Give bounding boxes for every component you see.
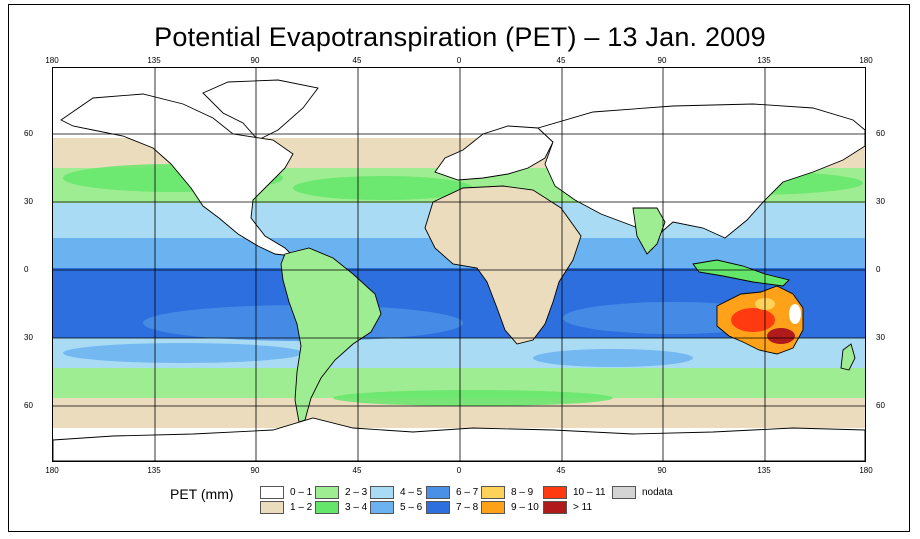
legend-title: PET (mm) <box>170 486 234 502</box>
legend-item: 10 – 11 <box>543 485 606 499</box>
lon-label-top: 0 <box>456 56 462 65</box>
legend-label: 3 – 4 <box>345 501 368 513</box>
lat-label-left: 60 <box>24 129 33 138</box>
legend-item: 2 – 3 <box>315 485 367 499</box>
patch-atlantic-green <box>293 176 473 200</box>
lon-label-bottom: 0 <box>456 466 462 475</box>
lon-label-bottom: 180 <box>859 466 873 475</box>
legend-item: 8 – 9 <box>481 485 533 499</box>
legend-label: 0 – 1 <box>290 486 313 498</box>
legend-swatch <box>370 485 394 499</box>
legend-swatch <box>260 485 284 499</box>
legend-swatch <box>543 485 567 499</box>
lat-label-right: 60 <box>876 129 885 138</box>
legend-swatch <box>612 485 636 499</box>
legend-swatch <box>543 500 567 514</box>
legend-swatch <box>315 500 339 514</box>
lon-label-bottom: 135 <box>147 466 161 475</box>
legend-item: 1 – 2 <box>260 500 312 514</box>
legend-item: > 11 <box>543 500 592 514</box>
lat-label-right: 30 <box>876 197 885 206</box>
queensland-cool <box>789 304 801 324</box>
lat-label-left: 30 <box>24 333 33 342</box>
lat-label-left: 0 <box>24 265 29 274</box>
lat-label-left: 30 <box>24 197 33 206</box>
patch-sp-light <box>63 343 303 363</box>
legend-label: 4 – 5 <box>400 486 423 498</box>
legend-item: nodata <box>612 485 673 499</box>
legend-swatch <box>481 500 505 514</box>
legend-swatch <box>315 485 339 499</box>
legend-swatch <box>426 485 450 499</box>
india <box>632 207 666 255</box>
lon-label-bottom: 45 <box>556 466 566 475</box>
lon-label-bottom: 90 <box>657 466 667 475</box>
hotspot-west <box>731 308 775 332</box>
pet-map-svg <box>53 68 865 461</box>
legend-item: 7 – 8 <box>426 500 478 514</box>
map-title: Potential Evapotranspiration (PET) – 13 … <box>154 22 766 52</box>
lon-label-top: 180 <box>45 56 59 65</box>
patch-so-green <box>333 390 613 406</box>
lat-label-left: 60 <box>24 401 33 410</box>
legend-swatch <box>260 500 284 514</box>
lon-label-top: 45 <box>352 56 362 65</box>
asia <box>537 103 865 239</box>
lon-label-top: 45 <box>556 56 566 65</box>
greenland <box>202 79 319 141</box>
graticule <box>53 68 865 461</box>
lon-label-bottom: 135 <box>757 466 771 475</box>
lon-label-top: 180 <box>859 56 873 65</box>
australia-hotspots <box>731 298 801 344</box>
legend-label: 10 – 11 <box>573 486 606 498</box>
legend-item: 3 – 4 <box>315 500 367 514</box>
legend-item: 9 – 10 <box>481 500 539 514</box>
legend-item: 5 – 6 <box>370 500 422 514</box>
africa <box>424 185 582 345</box>
lon-label-top: 135 <box>757 56 771 65</box>
legend-label: 2 – 3 <box>345 486 368 498</box>
patch-io-light <box>533 349 693 367</box>
lon-label-top: 135 <box>147 56 161 65</box>
lat-label-right: 60 <box>876 401 885 410</box>
continents <box>53 79 865 461</box>
legend-label: nodata <box>642 486 673 498</box>
hotspot-south <box>767 328 795 344</box>
lon-label-top: 90 <box>250 56 260 65</box>
legend-item: 6 – 7 <box>426 485 478 499</box>
legend-label: 7 – 8 <box>456 501 479 513</box>
lon-label-bottom: 180 <box>45 466 59 475</box>
legend-swatch <box>426 500 450 514</box>
lon-label-bottom: 45 <box>352 466 362 475</box>
legend-item: 4 – 5 <box>370 485 422 499</box>
legend-label: 6 – 7 <box>456 486 479 498</box>
north-america <box>60 93 295 257</box>
legend-swatch <box>481 485 505 499</box>
legend-label: 9 – 10 <box>511 501 539 513</box>
legend-label: 8 – 9 <box>511 486 534 498</box>
lat-label-right: 0 <box>876 265 881 274</box>
lat-label-right: 30 <box>876 333 885 342</box>
legend-label: 5 – 6 <box>400 501 423 513</box>
lon-label-top: 90 <box>657 56 667 65</box>
figure-frame <box>8 4 910 532</box>
south-america <box>280 247 382 423</box>
new-zealand <box>840 343 856 371</box>
legend-item: 0 – 1 <box>260 485 312 499</box>
legend-label: > 11 <box>573 501 592 513</box>
legend-label: 1 – 2 <box>290 501 313 513</box>
legend-swatch <box>370 500 394 514</box>
pet-map <box>52 67 866 462</box>
lon-label-bottom: 90 <box>250 466 260 475</box>
